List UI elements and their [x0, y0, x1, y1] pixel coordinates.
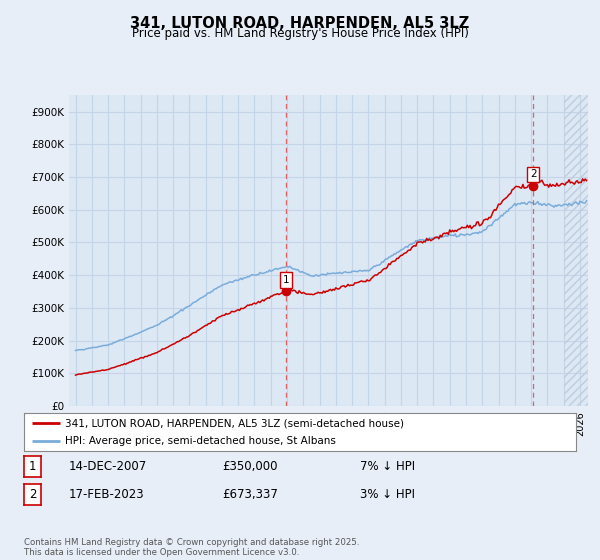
- Text: 341, LUTON ROAD, HARPENDEN, AL5 3LZ: 341, LUTON ROAD, HARPENDEN, AL5 3LZ: [130, 16, 470, 31]
- Text: 2: 2: [530, 169, 536, 179]
- Text: 2: 2: [29, 488, 36, 501]
- Text: Price paid vs. HM Land Registry's House Price Index (HPI): Price paid vs. HM Land Registry's House …: [131, 27, 469, 40]
- Text: 17-FEB-2023: 17-FEB-2023: [69, 488, 145, 501]
- Text: 1: 1: [283, 275, 290, 285]
- Text: 1: 1: [29, 460, 36, 473]
- Text: 3% ↓ HPI: 3% ↓ HPI: [360, 488, 415, 501]
- Text: 7% ↓ HPI: 7% ↓ HPI: [360, 460, 415, 473]
- Text: £673,337: £673,337: [222, 488, 278, 501]
- Text: HPI: Average price, semi-detached house, St Albans: HPI: Average price, semi-detached house,…: [65, 436, 336, 446]
- Text: 341, LUTON ROAD, HARPENDEN, AL5 3LZ (semi-detached house): 341, LUTON ROAD, HARPENDEN, AL5 3LZ (sem…: [65, 418, 404, 428]
- Text: Contains HM Land Registry data © Crown copyright and database right 2025.
This d: Contains HM Land Registry data © Crown c…: [24, 538, 359, 557]
- Text: 14-DEC-2007: 14-DEC-2007: [69, 460, 147, 473]
- Text: £350,000: £350,000: [222, 460, 277, 473]
